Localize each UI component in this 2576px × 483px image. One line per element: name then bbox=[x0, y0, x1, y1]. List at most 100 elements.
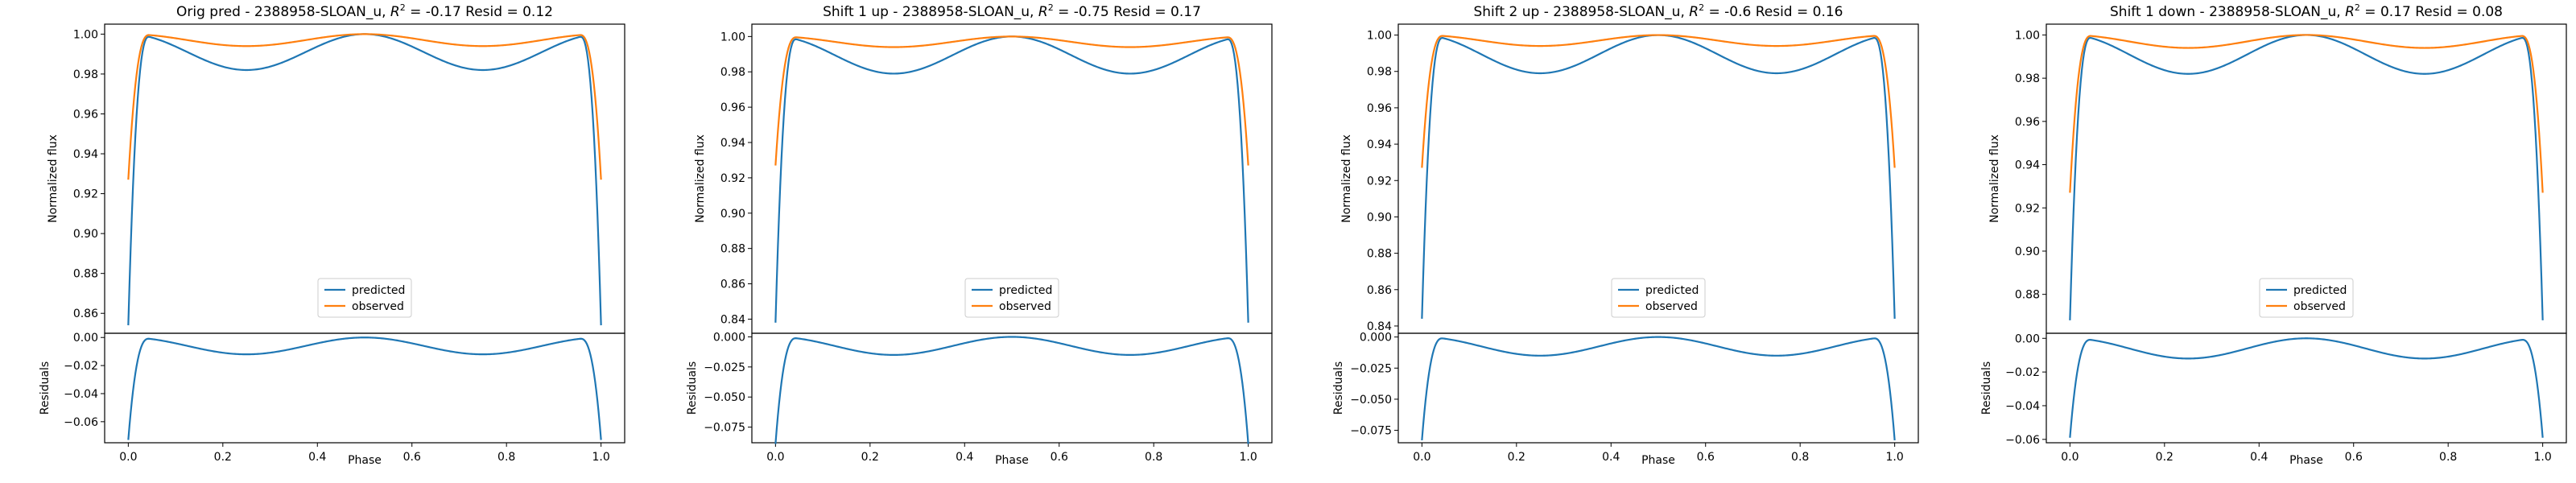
residual-ytick-label: −0.04 bbox=[2005, 400, 2040, 413]
observed-line bbox=[2069, 34, 2544, 193]
xtick-label: 0.4 bbox=[956, 451, 973, 464]
legend-predicted-label: predicted bbox=[352, 284, 405, 297]
title-suffix: = -0.6 Resid = 0.16 bbox=[1704, 4, 1843, 20]
title-r: R bbox=[2345, 4, 2355, 20]
residual-ytick-label: −0.06 bbox=[2005, 434, 2040, 447]
top-ytick-label: 0.96 bbox=[720, 101, 745, 114]
title-sup: 2 bbox=[1048, 2, 1054, 13]
legend-predicted-label: predicted bbox=[1645, 284, 1699, 297]
xtick-label: 1.0 bbox=[1886, 451, 1904, 464]
top-ytick-label: 0.86 bbox=[720, 279, 745, 291]
residual-ytick-label: −0.075 bbox=[704, 422, 745, 435]
chart-title: Shift 2 up - 2388958-SLOAN_u, R2 = -0.6 … bbox=[1473, 2, 1843, 20]
top-ytick-label: 0.88 bbox=[1367, 248, 1392, 261]
xtick-label: 0.6 bbox=[1051, 451, 1068, 464]
legend-box bbox=[1611, 278, 1706, 318]
xtick-label: 0.4 bbox=[2250, 451, 2268, 464]
title-r: R bbox=[1689, 4, 1699, 20]
residual-y-axis-label: Residuals bbox=[39, 361, 52, 415]
y-axis-label: Normalized flux bbox=[1340, 134, 1353, 223]
subplot-3: Shift 2 up - 2388958-SLOAN_u, R2 = -0.6 … bbox=[1332, 2, 1919, 467]
residual-ytick-label: −0.050 bbox=[704, 391, 745, 404]
residual-y-axis-label: Residuals bbox=[1980, 361, 1993, 415]
observed-line bbox=[774, 35, 1249, 166]
residual-ytick-label: −0.02 bbox=[2005, 366, 2040, 379]
observed-line bbox=[127, 33, 602, 180]
residual-axes-frame bbox=[2046, 332, 2567, 444]
top-ytick-label: 0.90 bbox=[73, 228, 98, 241]
y-axis-label: Normalized flux bbox=[694, 134, 707, 223]
residual-ytick-label: −0.075 bbox=[1350, 425, 1392, 438]
xtick-label: 1.0 bbox=[592, 451, 610, 464]
xtick-label: 0.2 bbox=[2156, 451, 2174, 464]
title-prefix: Shift 1 up - 2388958-SLOAN_u, bbox=[823, 4, 1038, 20]
top-ytick-label: 0.96 bbox=[1367, 102, 1392, 115]
top-ytick-label: 0.92 bbox=[720, 172, 745, 185]
xtick-label: 0.6 bbox=[2345, 451, 2363, 464]
subplot-1: Orig pred - 2388958-SLOAN_u, R2 = -0.17 … bbox=[39, 2, 625, 467]
residual-y-axis-label: Residuals bbox=[1332, 361, 1345, 415]
residual-axes-frame bbox=[751, 332, 1273, 444]
top-ytick-label: 0.98 bbox=[73, 68, 98, 81]
residual-line bbox=[1421, 336, 1896, 441]
x-axis-label: Phase bbox=[995, 454, 1029, 467]
residual-line bbox=[2069, 337, 2544, 438]
top-ytick-label: 0.90 bbox=[720, 208, 745, 221]
observed-line bbox=[1421, 34, 1896, 168]
xtick-label: 0.2 bbox=[214, 451, 232, 464]
legend-predicted-label: predicted bbox=[2293, 284, 2347, 297]
top-ytick-label: 0.92 bbox=[1367, 175, 1392, 188]
title-sup: 2 bbox=[400, 2, 406, 13]
top-ytick-label: 0.98 bbox=[720, 66, 745, 79]
top-ytick-label: 1.00 bbox=[73, 28, 98, 41]
y-axis-label: Normalized flux bbox=[1988, 134, 2001, 223]
residual-ytick-label: −0.02 bbox=[64, 360, 98, 373]
top-ytick-label: 0.94 bbox=[1367, 138, 1392, 151]
chart-title: Shift 1 down - 2388958-SLOAN_u, R2 = 0.1… bbox=[2110, 2, 2503, 20]
legend-observed-label: observed bbox=[1645, 300, 1698, 313]
residual-line bbox=[127, 336, 602, 440]
xtick-label: 0.8 bbox=[1791, 451, 1809, 464]
title-sup: 2 bbox=[2355, 2, 2360, 13]
xtick-label: 0.0 bbox=[766, 451, 784, 464]
xtick-label: 0.8 bbox=[2439, 451, 2457, 464]
top-ytick-label: 0.96 bbox=[2015, 116, 2040, 129]
top-ytick-label: 0.98 bbox=[2015, 72, 2040, 85]
xtick-label: 0.0 bbox=[1413, 451, 1430, 464]
top-ytick-label: 0.92 bbox=[73, 188, 98, 201]
legend-observed-label: observed bbox=[2293, 300, 2346, 313]
predicted-line bbox=[2069, 34, 2544, 320]
title-sup: 2 bbox=[1699, 2, 1704, 13]
title-r: R bbox=[390, 4, 400, 20]
residual-axes-frame bbox=[104, 332, 625, 444]
top-ytick-label: 0.94 bbox=[720, 137, 745, 150]
top-ytick-label: 0.90 bbox=[1367, 211, 1392, 224]
xtick-label: 0.4 bbox=[308, 451, 326, 464]
top-ytick-label: 0.88 bbox=[720, 243, 745, 256]
x-axis-label: Phase bbox=[1641, 454, 1675, 467]
legend-box bbox=[964, 278, 1059, 318]
residual-ytick-label: 0.000 bbox=[1360, 332, 1392, 345]
residual-axes-frame bbox=[1397, 332, 1919, 444]
residual-y-axis-label: Residuals bbox=[686, 361, 699, 415]
top-ytick-label: 0.86 bbox=[73, 308, 98, 320]
predicted-line bbox=[1421, 34, 1896, 319]
top-ytick-label: 1.00 bbox=[2015, 29, 2040, 42]
subplot-2: Shift 1 up - 2388958-SLOAN_u, R2 = -0.75… bbox=[686, 2, 1273, 467]
title-suffix: = -0.17 Resid = 0.12 bbox=[406, 4, 553, 20]
top-ytick-label: 0.98 bbox=[1367, 66, 1392, 79]
x-axis-label: Phase bbox=[2289, 454, 2323, 467]
legend-observed-label: observed bbox=[352, 300, 404, 313]
top-ytick-label: 0.84 bbox=[1367, 320, 1392, 333]
title-suffix: = -0.75 Resid = 0.17 bbox=[1054, 4, 1201, 20]
legend-box bbox=[317, 278, 412, 318]
chart-title: Orig pred - 2388958-SLOAN_u, R2 = -0.17 … bbox=[176, 2, 553, 20]
xtick-label: 0.8 bbox=[497, 451, 515, 464]
xtick-label: 0.0 bbox=[119, 451, 137, 464]
residual-line bbox=[774, 336, 1249, 444]
legend-observed-label: observed bbox=[999, 300, 1051, 313]
x-axis-label: Phase bbox=[348, 454, 382, 467]
legend-predicted-label: predicted bbox=[999, 284, 1052, 297]
residual-ytick-label: 0.00 bbox=[2015, 332, 2040, 345]
